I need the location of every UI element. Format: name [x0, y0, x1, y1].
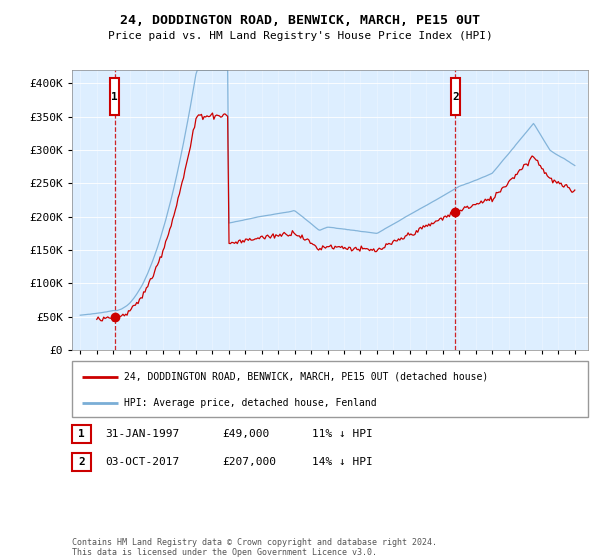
Text: 1: 1 [111, 92, 118, 102]
Text: £49,000: £49,000 [222, 429, 269, 439]
Text: 2: 2 [78, 457, 85, 467]
Text: 31-JAN-1997: 31-JAN-1997 [105, 429, 179, 439]
FancyBboxPatch shape [110, 78, 119, 115]
Text: 24, DODDINGTON ROAD, BENWICK, MARCH, PE15 0UT (detached house): 24, DODDINGTON ROAD, BENWICK, MARCH, PE1… [124, 372, 488, 382]
Text: 14% ↓ HPI: 14% ↓ HPI [312, 457, 373, 467]
Text: HPI: Average price, detached house, Fenland: HPI: Average price, detached house, Fenl… [124, 398, 376, 408]
FancyBboxPatch shape [72, 361, 588, 417]
Text: Contains HM Land Registry data © Crown copyright and database right 2024.
This d: Contains HM Land Registry data © Crown c… [72, 538, 437, 557]
Text: 2: 2 [452, 92, 458, 102]
Text: 24, DODDINGTON ROAD, BENWICK, MARCH, PE15 0UT: 24, DODDINGTON ROAD, BENWICK, MARCH, PE1… [120, 14, 480, 27]
Text: 11% ↓ HPI: 11% ↓ HPI [312, 429, 373, 439]
Text: 1: 1 [78, 429, 85, 439]
Text: £207,000: £207,000 [222, 457, 276, 467]
FancyBboxPatch shape [451, 78, 460, 115]
Text: 03-OCT-2017: 03-OCT-2017 [105, 457, 179, 467]
Text: Price paid vs. HM Land Registry's House Price Index (HPI): Price paid vs. HM Land Registry's House … [107, 31, 493, 41]
